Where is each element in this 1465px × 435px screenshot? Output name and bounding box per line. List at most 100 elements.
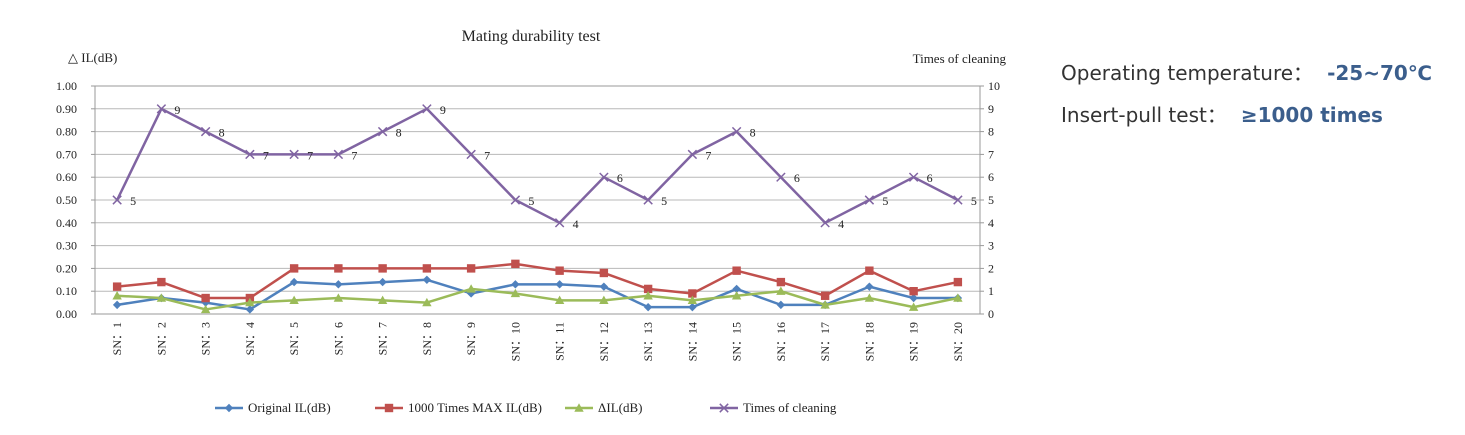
data-point: [466, 264, 476, 273]
data-point: [289, 295, 299, 305]
data-point: [643, 284, 653, 294]
data-label: 4: [838, 217, 844, 231]
insert-pull-test-spec: Insert-pull test： ≥1000 times: [1061, 99, 1383, 128]
data-point: [687, 149, 698, 160]
x-tick-label: SN：11: [553, 322, 567, 361]
data-point: [643, 302, 653, 312]
data-point: [245, 297, 255, 307]
series-line: [116, 107, 959, 225]
x-tick-label: SN：13: [641, 322, 655, 361]
legend-label: 1000 Times MAX IL(dB): [408, 400, 542, 415]
data-point: [554, 218, 565, 228]
right-tick-label: 8: [988, 125, 994, 139]
data-point: [953, 277, 963, 287]
data-point: [289, 277, 299, 287]
legend-marker: [574, 403, 584, 412]
data-label: 5: [882, 194, 888, 208]
data-point: [909, 293, 918, 303]
data-label: 9: [440, 103, 446, 117]
data-point: [599, 172, 609, 182]
x-tick-label: SN：4: [243, 322, 257, 355]
x-tick-label: SN：5: [287, 322, 301, 355]
data-label: 6: [617, 171, 623, 185]
data-point: [378, 264, 387, 273]
x-tick-label: SN：14: [685, 322, 699, 361]
right-tick-label: 6: [988, 170, 994, 184]
data-label: 9: [174, 103, 180, 117]
data-label: 5: [528, 194, 534, 208]
data-point: [156, 104, 167, 114]
data-label: 7: [351, 148, 357, 162]
x-tick-label: SN：19: [907, 322, 921, 361]
right-tick-label: 9: [988, 102, 994, 116]
series-2: [112, 284, 963, 314]
left-tick-label: 0.50: [56, 193, 77, 207]
right-tick-label: 1: [988, 284, 994, 298]
data-point: [201, 293, 210, 303]
data-point: [864, 293, 875, 302]
data-label: 7: [307, 148, 313, 162]
right-tick-label: 4: [988, 216, 994, 230]
left-tick-label: 1.00: [56, 79, 77, 93]
data-point: [731, 291, 742, 300]
legend-label: Times of cleaning: [743, 400, 837, 415]
data-point: [510, 195, 521, 205]
legend-marker: [384, 403, 394, 413]
data-point: [333, 149, 344, 160]
data-point: [555, 280, 564, 289]
data-point: [422, 275, 432, 284]
data-point: [156, 293, 167, 302]
data-point: [776, 300, 786, 310]
data-point: [333, 293, 344, 302]
data-label: 7: [263, 148, 269, 162]
data-label: 8: [750, 126, 756, 140]
data-point: [776, 277, 786, 287]
data-point: [776, 286, 786, 295]
x-tick-label: SN：10: [508, 322, 522, 361]
left-tick-label: 0.10: [56, 284, 77, 298]
series-line: [116, 262, 959, 300]
data-point: [245, 149, 255, 160]
left-tick-label: 0.20: [56, 261, 77, 275]
right-tick-label: 7: [988, 147, 994, 161]
data-point: [334, 280, 343, 289]
data-point: [908, 172, 919, 182]
data-point: [466, 284, 476, 293]
x-tick-label: SN：8: [420, 322, 434, 355]
data-point: [554, 295, 565, 305]
x-tick-label: SN：9: [464, 322, 478, 355]
series-line: [116, 278, 958, 311]
right-tick-label: 10: [988, 79, 1000, 93]
data-point: [245, 305, 255, 314]
x-tick-label: SN：12: [597, 322, 611, 361]
data-label: 7: [484, 148, 490, 162]
x-tick-label: SN：2: [154, 322, 168, 355]
data-point: [511, 280, 520, 289]
data-point: [511, 259, 520, 269]
data-label: 6: [794, 171, 800, 185]
data-point: [953, 195, 963, 205]
data-point: [378, 277, 387, 287]
x-tick-label: SN：20: [951, 322, 965, 361]
data-point: [157, 277, 166, 287]
legend-label: Original IL(dB): [248, 400, 331, 415]
data-point: [599, 268, 609, 278]
data-point: [599, 295, 609, 305]
x-tick-label: SN：7: [376, 322, 390, 355]
data-point: [112, 195, 122, 205]
series-0: [112, 275, 963, 314]
data-point: [555, 266, 564, 275]
x-tick-label: SN：1: [110, 322, 124, 355]
series-line: [117, 287, 959, 311]
data-point: [112, 300, 122, 310]
data-point: [953, 293, 963, 302]
data-label: 5: [971, 194, 977, 208]
data-point: [776, 172, 786, 182]
mating-durability-chart: Mating durability test △ IL(dB) Times of…: [56, 28, 1006, 415]
left-tick-label: 0.40: [56, 216, 77, 230]
data-point: [643, 195, 653, 205]
data-point: [732, 266, 741, 275]
data-point: [289, 149, 299, 160]
x-tick-label: SN：16: [774, 322, 788, 361]
left-tick-label: 0.80: [56, 125, 77, 139]
